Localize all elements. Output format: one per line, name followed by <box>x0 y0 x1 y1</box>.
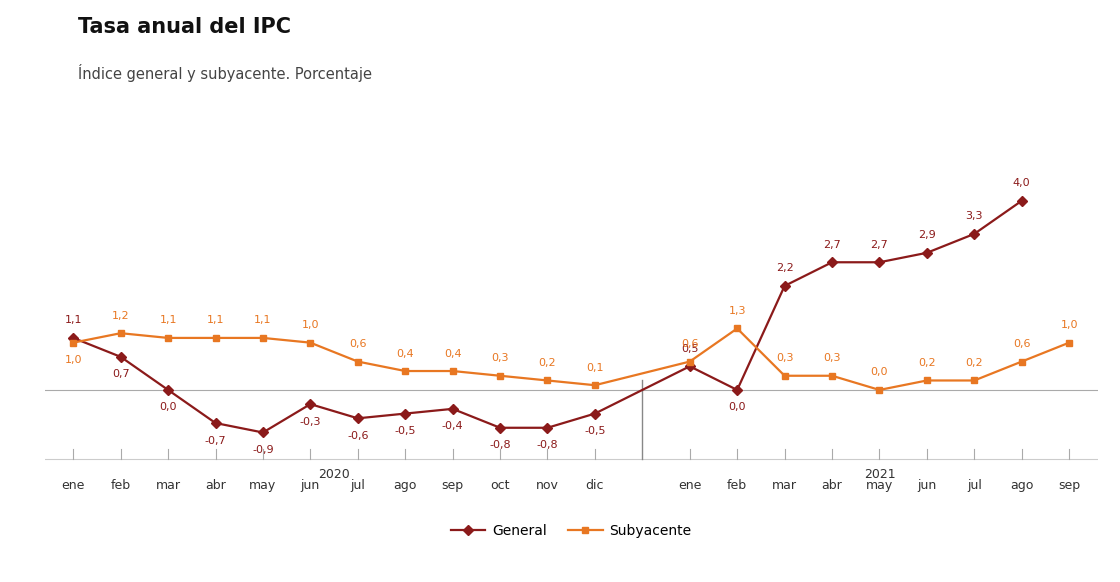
Text: 1,1: 1,1 <box>254 315 272 325</box>
Text: 4,0: 4,0 <box>1012 178 1030 189</box>
Text: 0,0: 0,0 <box>870 367 888 378</box>
Text: 2,7: 2,7 <box>823 240 841 250</box>
Text: -0,5: -0,5 <box>394 426 416 436</box>
Legend: General, Subyacente: General, Subyacente <box>445 519 698 544</box>
Text: 0,2: 0,2 <box>539 358 557 368</box>
Text: 0,3: 0,3 <box>492 353 508 363</box>
Text: 0,6: 0,6 <box>681 339 699 349</box>
Text: -0,8: -0,8 <box>489 440 511 450</box>
Text: 1,0: 1,0 <box>1061 320 1077 330</box>
Text: 0,2: 0,2 <box>965 358 983 368</box>
Text: 2021: 2021 <box>864 468 895 481</box>
Text: 0,0: 0,0 <box>159 402 177 413</box>
Text: 2,2: 2,2 <box>776 264 793 274</box>
Text: 3,3: 3,3 <box>965 211 983 221</box>
Text: 0,5: 0,5 <box>681 344 699 354</box>
Text: 0,3: 0,3 <box>776 353 793 363</box>
Text: 2,9: 2,9 <box>918 230 935 240</box>
Text: -0,8: -0,8 <box>536 440 558 450</box>
Text: -0,7: -0,7 <box>205 435 226 446</box>
Text: 0,1: 0,1 <box>586 363 604 372</box>
Text: 0,0: 0,0 <box>728 402 746 413</box>
Text: Índice general y subyacente. Porcentaje: Índice general y subyacente. Porcentaje <box>78 64 372 82</box>
Text: 0,7: 0,7 <box>112 370 130 379</box>
Text: 1,0: 1,0 <box>301 320 319 330</box>
Text: -0,9: -0,9 <box>252 445 273 455</box>
Text: 2020: 2020 <box>318 468 349 481</box>
Text: 0,4: 0,4 <box>396 349 414 359</box>
Text: -0,5: -0,5 <box>585 426 606 436</box>
Text: -0,4: -0,4 <box>441 421 464 431</box>
Text: 0,6: 0,6 <box>349 339 366 349</box>
Text: 0,2: 0,2 <box>918 358 935 368</box>
Text: 1,1: 1,1 <box>207 315 224 325</box>
Text: 1,2: 1,2 <box>112 311 130 321</box>
Text: 1,0: 1,0 <box>65 355 82 365</box>
Text: -0,3: -0,3 <box>300 417 321 427</box>
Text: 1,1: 1,1 <box>65 315 82 325</box>
Text: 1,3: 1,3 <box>728 306 746 316</box>
Text: -0,6: -0,6 <box>347 431 368 441</box>
Text: 0,3: 0,3 <box>823 353 841 363</box>
Text: Tasa anual del IPC: Tasa anual del IPC <box>78 17 291 37</box>
Text: 1,1: 1,1 <box>159 315 177 325</box>
Text: 0,6: 0,6 <box>1012 339 1030 349</box>
Text: 2,7: 2,7 <box>870 240 888 250</box>
Text: 0,4: 0,4 <box>444 349 461 359</box>
